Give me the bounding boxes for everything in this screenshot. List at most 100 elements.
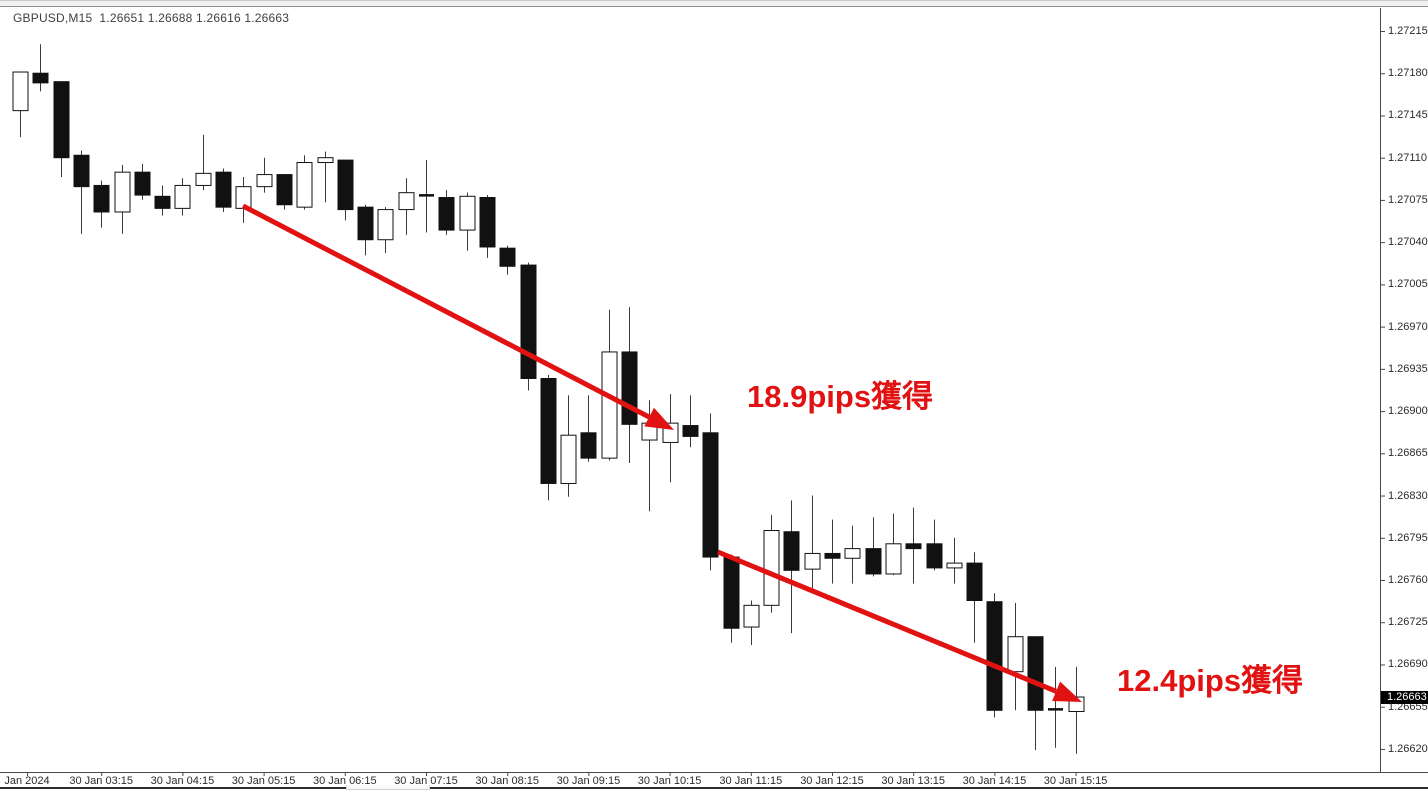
profit-annotation-1: 18.9pips獲得 (747, 379, 934, 414)
candle-09:00 (560, 395, 577, 497)
time-axis-label: 30 Jan 10:15 (637, 775, 702, 787)
candle-body (560, 434, 577, 484)
candle-body (865, 548, 882, 575)
window-bottom-edge (0, 787, 1428, 789)
candle-body (174, 184, 191, 209)
candle-05:00 (235, 176, 252, 223)
candle-03:15 (93, 180, 110, 228)
candle-02:30 (32, 44, 49, 92)
price-axis-label: 1.26795 (1388, 531, 1428, 544)
time-axis-label: 30 Jan 12:15 (800, 775, 864, 787)
candle-body (337, 159, 354, 211)
candle-body (905, 543, 922, 550)
candle-06:15 (337, 159, 354, 221)
candle-12:15 (824, 519, 841, 584)
price-axis-label: 1.26935 (1388, 362, 1428, 375)
candle-05:30 (276, 174, 293, 210)
candle-body (580, 432, 597, 459)
candle-11:45 (783, 500, 800, 634)
candle-08:15 (499, 245, 516, 275)
candle-body (438, 197, 455, 231)
candle-body (134, 171, 151, 196)
candle-08:45 (540, 374, 557, 501)
candle-body (885, 543, 902, 575)
candle-13:00 (885, 513, 902, 576)
time-axis-label: 30 Jan 06:15 (312, 775, 377, 787)
time-axis-label: 30 Jan 04:15 (150, 775, 215, 787)
candle-03:00 (73, 150, 90, 234)
time-axis-label: 30 Jan 11:15 (719, 775, 783, 787)
price-axis-label: 1.27075 (1388, 193, 1428, 206)
trend-arrow-head (1052, 681, 1082, 702)
candle-13:45 (946, 537, 963, 584)
candle-body (520, 264, 537, 379)
time-axis-label: 30 Jan 08:15 (475, 775, 539, 787)
candle-body (946, 562, 963, 569)
candle-12:45 (865, 517, 882, 577)
candle-14:30 (1007, 602, 1024, 711)
candle-body (783, 531, 800, 571)
candle-body (479, 197, 496, 248)
trend-arrow-head (644, 407, 674, 430)
candle-body (296, 162, 313, 208)
trend-arrow-line (717, 549, 1058, 694)
candle-15:15 (1068, 666, 1085, 754)
candle-body (763, 530, 780, 606)
candle-07:30 (438, 190, 455, 235)
price-axis-label: 1.27180 (1388, 67, 1428, 80)
candle-08:00 (479, 195, 496, 258)
time-axis-label: 30 Jan 15:15 (1043, 775, 1108, 787)
time-axis-label: 30 Jan 05:15 (231, 775, 296, 787)
candle-body (256, 174, 273, 188)
candle-05:15 (256, 157, 273, 193)
candle-15:00 (1048, 666, 1063, 748)
price-axis-label: 1.26690 (1388, 658, 1428, 671)
candle-06:00 (317, 151, 334, 203)
price-axis-label: 1.26830 (1388, 489, 1428, 502)
price-axis-label: 1.26970 (1388, 320, 1428, 333)
candle-body (601, 351, 618, 459)
candle-body (357, 206, 374, 241)
candle-09:30 (601, 309, 618, 461)
price-axis-label: 1.27005 (1388, 278, 1428, 291)
candle-body (73, 154, 90, 188)
candle-body (499, 247, 516, 267)
candle-body (1007, 636, 1024, 673)
candle-body (1027, 636, 1044, 711)
price-axis-label: 1.26760 (1388, 573, 1428, 586)
candle-02:15 (12, 71, 29, 138)
candle-06:30 (357, 204, 374, 256)
candle-12:00 (804, 495, 821, 589)
candle-09:45 (621, 307, 638, 463)
candle-05:45 (296, 155, 313, 210)
candle-14:45 (1027, 636, 1044, 751)
time-axis-label: 30 Jan 13:15 (881, 775, 945, 787)
price-axis-label: 1.26725 (1388, 616, 1428, 629)
candle-body (986, 601, 1003, 711)
trend-arrow-line (241, 203, 651, 420)
candle-body (215, 171, 232, 208)
trend-arrow-1 (241, 203, 674, 430)
candle-07:00 (398, 178, 415, 235)
candle-04:00 (154, 185, 171, 216)
candle-body (844, 548, 861, 559)
candle-body (723, 556, 740, 629)
candle-body (459, 195, 476, 231)
candle-04:15 (174, 178, 191, 216)
candle-11:00 (723, 554, 740, 643)
candle-body (93, 184, 110, 213)
candle-09:15 (580, 395, 597, 462)
candle-04:30 (195, 134, 212, 191)
candle-07:15 (419, 160, 434, 233)
candle-body (702, 432, 719, 558)
candle-10:45 (702, 413, 719, 571)
candle-body (419, 194, 434, 197)
candle-body (32, 72, 49, 84)
candle-body (53, 81, 70, 159)
price-axis-label: 1.26655 (1388, 700, 1428, 713)
price-axis-label: 1.27145 (1388, 109, 1428, 122)
candle-body (114, 171, 131, 213)
candle-13:15 (905, 507, 922, 584)
